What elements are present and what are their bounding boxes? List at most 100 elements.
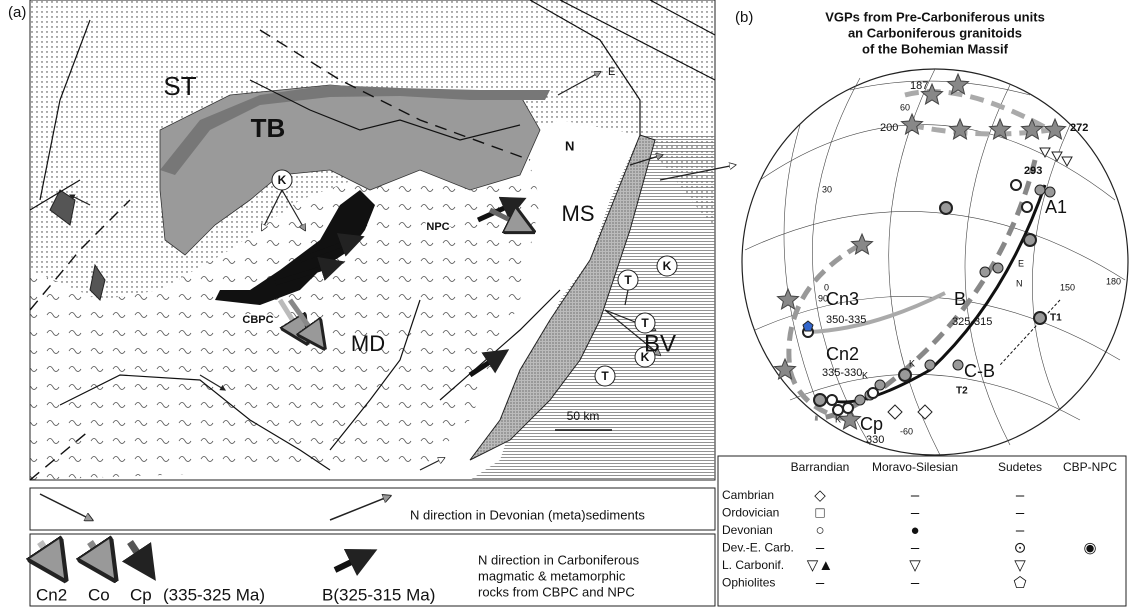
legend-symbol: ⬠: [1013, 574, 1026, 591]
legend-symbol: –: [816, 574, 825, 591]
legend-symbol: ○: [815, 522, 824, 539]
path-label: B: [954, 289, 966, 309]
pole-circle: [855, 395, 865, 405]
age-label: 272: [1070, 122, 1088, 134]
pole-open: [827, 395, 837, 405]
age-label: 293: [1024, 165, 1042, 177]
region-label: CBPC: [242, 314, 273, 326]
site-label: K: [278, 173, 287, 187]
point-label: K: [835, 414, 841, 424]
site-label: T: [641, 316, 649, 330]
legend-symbol: –: [911, 574, 920, 591]
path-label: Cn3: [826, 289, 859, 309]
region-label: NPC: [426, 221, 449, 233]
legend-symbol: ▽: [909, 557, 921, 574]
arrow-label: E: [608, 66, 615, 78]
legend-symbol: □: [815, 504, 824, 521]
pole-circle: [980, 267, 990, 277]
legend-text: rocks from CBPC and NPC: [478, 584, 635, 599]
path-label: A1: [1045, 197, 1067, 217]
point-label: T1: [1050, 313, 1062, 324]
point-label: N: [1016, 278, 1023, 288]
legend-symbol: ◉: [1083, 539, 1096, 556]
path-label: C-B: [964, 361, 995, 381]
pole-circle: [1024, 234, 1036, 246]
legend-text: N direction in Carboniferous: [478, 552, 640, 567]
site-label: T: [601, 369, 609, 383]
legend-text: N direction in Devonian (meta)sediments: [410, 507, 645, 522]
legend-symbol: –: [816, 539, 825, 556]
region-label: MS: [562, 201, 595, 226]
legend-row-label: Dev.-E. Carb.: [722, 541, 794, 555]
legend-text: Co: [88, 585, 110, 604]
pole-open: [1022, 202, 1032, 212]
legend-symbol: ◇: [814, 487, 826, 504]
panel-label: (b): [735, 9, 753, 26]
path-label: 330: [866, 434, 884, 446]
legend-symbol: –: [1016, 522, 1025, 539]
pole-open: [1011, 180, 1021, 190]
grid-label: 150: [1060, 282, 1075, 292]
legend-text: (335-325 Ma): [163, 585, 265, 604]
legend-text: B(325-315 Ma): [322, 585, 435, 604]
grid-label: 30: [822, 184, 832, 194]
site-label: T: [624, 273, 632, 287]
legend-symbol: –: [1016, 487, 1025, 504]
legend-symbol: –: [911, 487, 920, 504]
title: VGPs from Pre-Carboniferous units: [825, 9, 1045, 24]
legend-header: Sudetes: [998, 460, 1042, 474]
region-label: TB: [251, 113, 286, 143]
age-label: 200: [880, 122, 898, 134]
path-label: 325-315: [952, 316, 992, 328]
age-label: 187: [910, 80, 928, 92]
legend-symbol: –: [911, 504, 920, 521]
legend-text: Cn2: [36, 585, 67, 604]
legend-symbol: ●: [910, 522, 919, 539]
region-label: MD: [351, 331, 385, 356]
legend-text: Cp: [130, 585, 152, 604]
path-label: 335-330: [822, 367, 862, 379]
legend-row-label: Devonian: [722, 523, 773, 537]
legend-symbol: ⊙: [1014, 539, 1027, 556]
legend-row-label: Ophiolites: [722, 576, 775, 590]
pole-circle: [993, 263, 1003, 273]
legend-b: [718, 456, 1126, 606]
legend-header: CBP-NPC: [1063, 460, 1117, 474]
legend-text: magmatic & metamorphic: [478, 568, 626, 583]
arrow-label: N: [565, 138, 574, 153]
body: KKKTTT (a) ST TB MS BV MD CBPC NPC E N 5…: [0, 0, 1129, 608]
pole-circle: [1035, 185, 1045, 195]
grid-label: 60: [900, 102, 910, 112]
legend-header: Barrandian: [791, 460, 850, 474]
legend-symbol: –: [1016, 504, 1025, 521]
grid-label: 0: [824, 282, 829, 292]
legend-symbol: –: [911, 539, 920, 556]
legend-symbol: ▽▲: [807, 557, 833, 574]
pole-circle: [1045, 187, 1055, 197]
pole-circle: [925, 360, 935, 370]
page: {"panel_a": {"label": "(a)", "regions": …: [0, 0, 1129, 608]
legend-header: Moravo-Silesian: [872, 460, 958, 474]
pole-circle: [953, 360, 963, 370]
point-label: E: [1018, 258, 1024, 268]
region-label: BV: [644, 330, 676, 357]
scale-label: 50 km: [567, 409, 600, 423]
region-label: ST: [163, 71, 196, 101]
pole-circle: [1034, 312, 1046, 324]
title: an Carboniferous granitoids: [848, 25, 1022, 40]
legend-row-label: L. Carbonif.: [722, 558, 784, 572]
legend-symbol: ▽: [1014, 557, 1026, 574]
pole-circle: [814, 394, 826, 406]
title: of the Bohemian Massif: [862, 41, 1009, 56]
legend-row-label: Ordovician: [722, 506, 779, 520]
path-label: 350-335: [826, 314, 866, 326]
point-label: K: [862, 370, 868, 380]
pole-open: [843, 403, 853, 413]
point-label: K: [909, 358, 915, 368]
figure: KKKTTT (a) ST TB MS BV MD CBPC NPC E N 5…: [0, 0, 1129, 608]
path-label: Cn2: [826, 344, 859, 364]
grid-label: -60: [900, 426, 913, 436]
point-label: T2: [956, 386, 968, 397]
grid-label: 90: [818, 293, 828, 303]
